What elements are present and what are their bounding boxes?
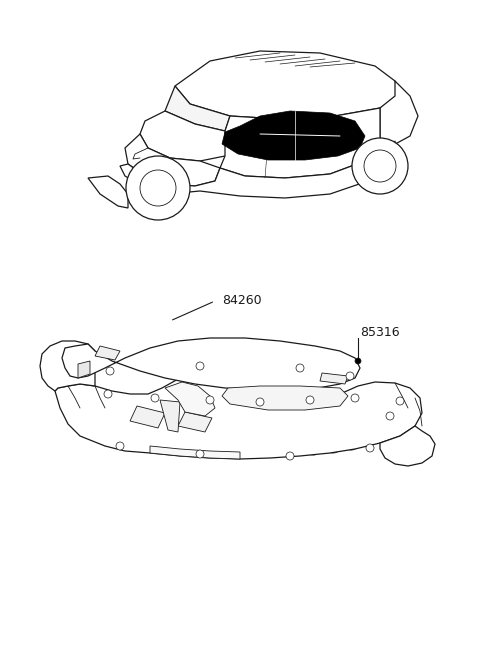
Polygon shape: [120, 146, 388, 198]
Circle shape: [286, 452, 294, 460]
Circle shape: [140, 170, 176, 206]
Polygon shape: [125, 134, 220, 186]
Circle shape: [196, 450, 204, 458]
Polygon shape: [380, 426, 435, 466]
Polygon shape: [222, 386, 348, 410]
Polygon shape: [222, 111, 365, 160]
Circle shape: [351, 394, 359, 402]
Circle shape: [396, 397, 404, 405]
Polygon shape: [88, 176, 128, 208]
Text: 84260: 84260: [222, 293, 262, 306]
Polygon shape: [160, 400, 180, 432]
Circle shape: [355, 358, 361, 364]
Polygon shape: [175, 51, 400, 119]
Circle shape: [104, 390, 112, 398]
Polygon shape: [55, 364, 422, 459]
Circle shape: [386, 412, 394, 420]
Circle shape: [151, 394, 159, 402]
Circle shape: [364, 150, 396, 182]
Polygon shape: [150, 446, 240, 459]
Polygon shape: [78, 361, 90, 378]
Circle shape: [366, 444, 374, 452]
Circle shape: [346, 372, 354, 380]
Polygon shape: [165, 382, 215, 416]
Polygon shape: [40, 341, 95, 391]
Polygon shape: [130, 406, 165, 428]
Circle shape: [352, 138, 408, 194]
Circle shape: [196, 362, 204, 370]
Circle shape: [116, 442, 124, 450]
Polygon shape: [320, 373, 348, 384]
Polygon shape: [165, 86, 230, 131]
Text: 85316: 85316: [360, 327, 400, 340]
Polygon shape: [95, 346, 120, 360]
Circle shape: [106, 367, 114, 375]
Polygon shape: [62, 338, 360, 390]
Polygon shape: [140, 111, 240, 161]
Circle shape: [296, 364, 304, 372]
Polygon shape: [380, 81, 418, 148]
Circle shape: [306, 396, 314, 404]
Polygon shape: [220, 108, 380, 178]
Polygon shape: [178, 412, 212, 432]
Circle shape: [206, 396, 214, 404]
Circle shape: [126, 156, 190, 220]
Circle shape: [256, 398, 264, 406]
